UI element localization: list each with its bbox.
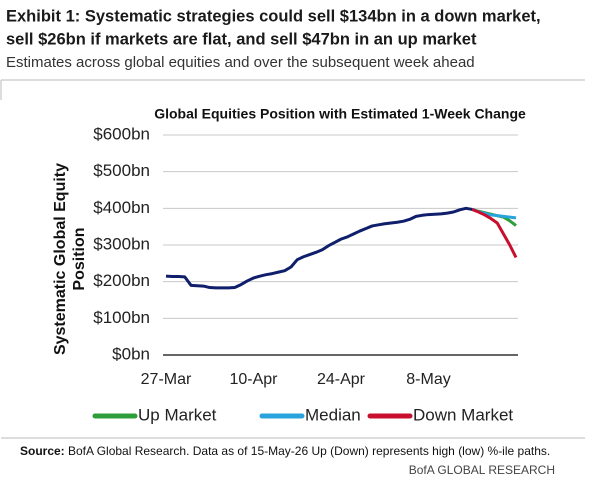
y-tick-label: $0bn	[112, 344, 150, 363]
y-tick-label: $300bn	[93, 234, 150, 253]
title: sell $26bn if markets are flat, and sell…	[6, 30, 477, 48]
y-tick-label: $200bn	[93, 271, 150, 290]
y-axis-label: Systematic Global Equity Position	[52, 162, 88, 356]
x-tick-label: 10-Apr	[229, 371, 278, 388]
title: Exhibit 1: Systematic strategies could s…	[6, 7, 541, 25]
series-line	[165, 206, 473, 290]
series-line	[471, 208, 518, 259]
legend-label: Up Market	[138, 405, 217, 424]
x-tick-label: 27-Mar	[141, 371, 192, 388]
chart-title: Global Equities Position with Estimated …	[154, 106, 526, 122]
frame	[0, 79, 585, 100]
subtitle: Estimates across global equities and ove…	[6, 54, 475, 71]
x-tick-label: 8-May	[406, 371, 450, 388]
legend-label: Median	[305, 405, 361, 424]
source-label: Source:	[20, 444, 65, 458]
legend-label: Down Market	[413, 405, 513, 424]
brand: BofA GLOBAL RESEARCH	[409, 463, 555, 477]
y-tick-label: $600bn	[93, 124, 150, 143]
y-tick-label: $100bn	[93, 308, 150, 327]
source-text: BofA Global Research. Data as of 15-May-…	[68, 444, 550, 458]
y-tick-label: $500bn	[93, 161, 150, 180]
y-tick-label: $400bn	[93, 198, 150, 217]
x-tick-label: 24-Apr	[317, 371, 366, 388]
